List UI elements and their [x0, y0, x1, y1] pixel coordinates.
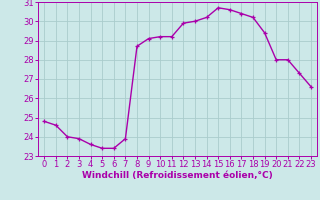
X-axis label: Windchill (Refroidissement éolien,°C): Windchill (Refroidissement éolien,°C): [82, 171, 273, 180]
